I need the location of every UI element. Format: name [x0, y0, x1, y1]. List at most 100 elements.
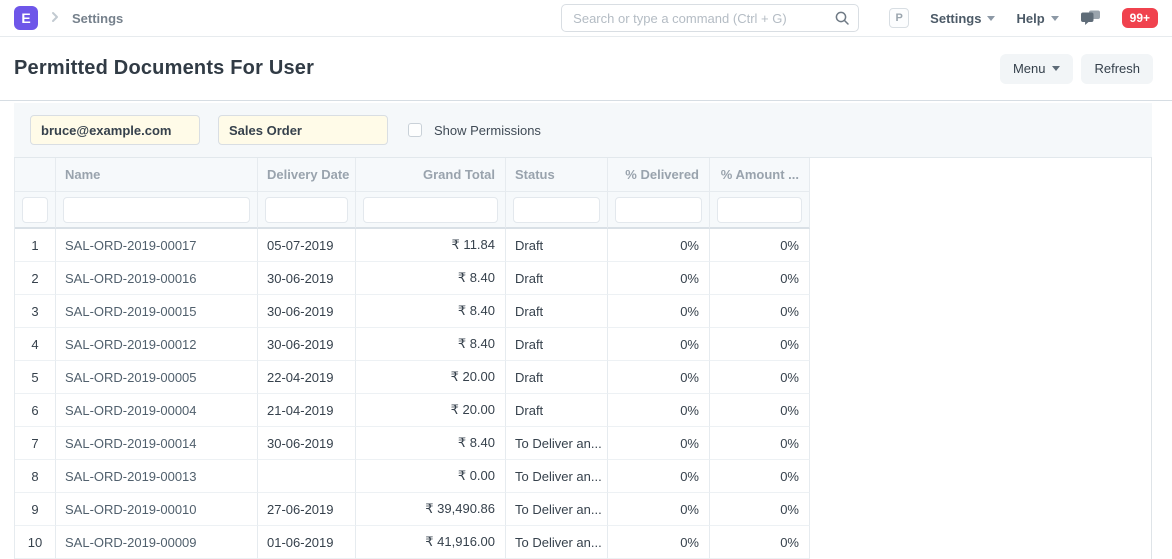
document-link[interactable]: SAL-ORD-2019-00016 — [65, 270, 197, 286]
document-link[interactable]: SAL-ORD-2019-00014 — [65, 435, 197, 451]
status-value: To Deliver an... — [515, 534, 602, 550]
nav-help-label: Help — [1016, 10, 1045, 26]
header-pct-amount[interactable]: % Amount ... — [710, 158, 810, 192]
delivery-date-cell: 01-06-2019 — [258, 526, 356, 559]
document-link[interactable]: SAL-ORD-2019-00012 — [65, 336, 197, 352]
name-cell: SAL-ORD-2019-00009 — [56, 526, 258, 559]
grand-total-cell: ₹ 39,490.86 — [356, 493, 506, 526]
delivery-date-cell: 05-07-2019 — [258, 229, 356, 262]
navbar-breadcrumbs: E Settings — [14, 6, 123, 30]
table-row: 7 SAL-ORD-2019-00014 30-06-2019 ₹ 8.40 T… — [15, 427, 811, 460]
show-permissions-label: Show Permissions — [434, 122, 541, 138]
delivery-date-cell: 21-04-2019 — [258, 394, 356, 427]
refresh-button[interactable]: Refresh — [1081, 53, 1153, 84]
document-link[interactable]: SAL-ORD-2019-00004 — [65, 402, 197, 418]
document-link[interactable]: SAL-ORD-2019-00005 — [65, 369, 197, 385]
status-cell: To Deliver an... — [506, 493, 608, 526]
delivery-date-cell: 30-06-2019 — [258, 295, 356, 328]
table-row: 6 SAL-ORD-2019-00004 21-04-2019 ₹ 20.00 … — [15, 394, 811, 427]
pct-amount-column-filter[interactable] — [717, 196, 802, 223]
chevron-down-icon — [987, 15, 996, 21]
status-value: Draft — [515, 336, 544, 352]
status-value: Draft — [515, 237, 544, 253]
page-head: Permitted Documents For User Menu Refres… — [0, 37, 1172, 101]
nav-settings-label: Settings — [930, 10, 982, 26]
document-link[interactable]: SAL-ORD-2019-00010 — [65, 501, 197, 517]
navbar-right: P Settings Help 99+ — [889, 8, 1158, 28]
document-link[interactable]: SAL-ORD-2019-00017 — [65, 237, 197, 253]
header-grand-total[interactable]: Grand Total — [356, 158, 506, 192]
name-cell: SAL-ORD-2019-00017 — [56, 229, 258, 262]
pct-delivered-cell: 0% — [608, 460, 710, 493]
grand-total-cell: ₹ 20.00 — [356, 394, 506, 427]
table-row: 4 SAL-ORD-2019-00012 30-06-2019 ₹ 8.40 D… — [15, 328, 811, 361]
page-actions: Menu Refresh — [999, 53, 1153, 84]
status-cell: To Deliver an... — [506, 460, 608, 493]
notifications-badge[interactable]: 99+ — [1121, 8, 1158, 28]
row-index-cell: 6 — [15, 394, 56, 427]
row-index-cell: 10 — [15, 526, 56, 559]
table-row: 1 SAL-ORD-2019-00017 05-07-2019 ₹ 11.84 … — [15, 229, 811, 262]
name-cell: SAL-ORD-2019-00015 — [56, 295, 258, 328]
name-cell: SAL-ORD-2019-00016 — [56, 262, 258, 295]
chat-icon[interactable] — [1080, 10, 1101, 27]
document-link[interactable]: SAL-ORD-2019-00009 — [65, 534, 197, 550]
table-body: 1 SAL-ORD-2019-00017 05-07-2019 ₹ 11.84 … — [15, 229, 811, 559]
pct-delivered-cell: 0% — [608, 361, 710, 394]
avatar[interactable]: P — [889, 8, 910, 28]
page-title: Permitted Documents For User — [14, 57, 315, 79]
menu-button[interactable]: Menu — [999, 53, 1074, 84]
pct-amount-cell: 0% — [710, 295, 810, 328]
show-permissions-checkbox[interactable] — [408, 123, 422, 137]
breadcrumb-settings[interactable]: Settings — [72, 10, 124, 26]
chevron-down-icon — [1052, 66, 1061, 71]
row-index-cell: 1 — [15, 229, 56, 262]
pct-delivered-cell: 0% — [608, 295, 710, 328]
status-value: To Deliver an... — [515, 435, 602, 451]
row-index-cell: 2 — [15, 262, 56, 295]
table-row: 9 SAL-ORD-2019-00010 27-06-2019 ₹ 39,490… — [15, 493, 811, 526]
grand-total-cell: ₹ 41,916.00 — [356, 526, 506, 559]
show-permissions-toggle[interactable]: Show Permissions — [408, 123, 541, 138]
status-cell: Draft — [506, 262, 608, 295]
pct-delivered-cell: 0% — [608, 427, 710, 460]
status-value: Draft — [515, 303, 544, 319]
nav-settings-dropdown[interactable]: Settings — [930, 10, 996, 26]
name-column-filter[interactable] — [63, 196, 250, 223]
app-logo[interactable]: E — [14, 6, 38, 30]
grand-total-cell: ₹ 20.00 — [356, 361, 506, 394]
header-status[interactable]: Status — [506, 158, 608, 192]
grand-total-cell: ₹ 8.40 — [356, 427, 506, 460]
pct-delivered-column-filter[interactable] — [615, 196, 702, 223]
serial-filter-box — [22, 196, 48, 223]
navbar: E Settings P Settings Help 99+ — [0, 0, 1172, 37]
pct-amount-cell: 0% — [710, 493, 810, 526]
search-input[interactable] — [561, 4, 860, 32]
user-filter-input[interactable] — [30, 115, 200, 145]
status-column-filter[interactable] — [513, 196, 600, 223]
table-row: 8 SAL-ORD-2019-00013 ₹ 0.00 To Deliver a… — [15, 460, 811, 493]
delivery-date-cell: 22-04-2019 — [258, 361, 356, 394]
status-cell: Draft — [506, 295, 608, 328]
grand-total-column-filter[interactable] — [363, 196, 498, 223]
header-serial-cell — [15, 158, 56, 192]
nav-help-dropdown[interactable]: Help — [1016, 10, 1059, 26]
header-pct-delivered[interactable]: % Delivered — [608, 158, 710, 192]
header-delivery-date[interactable]: Delivery Date — [258, 158, 356, 192]
status-value: Draft — [515, 402, 544, 418]
doctype-filter-input[interactable] — [218, 115, 388, 145]
report-filters: Show Permissions — [14, 103, 1152, 157]
document-link[interactable]: SAL-ORD-2019-00015 — [65, 303, 197, 319]
grand-total-cell: ₹ 8.40 — [356, 295, 506, 328]
delivery-date-column-filter[interactable] — [265, 196, 348, 223]
pct-delivered-cell: 0% — [608, 262, 710, 295]
delivery-date-cell: 30-06-2019 — [258, 427, 356, 460]
grand-total-cell: ₹ 0.00 — [356, 460, 506, 493]
grand-total-cell: ₹ 11.84 — [356, 229, 506, 262]
header-name[interactable]: Name — [56, 158, 258, 192]
chevron-right-icon — [47, 9, 63, 28]
name-cell: SAL-ORD-2019-00013 — [56, 460, 258, 493]
pct-amount-cell: 0% — [710, 526, 810, 559]
document-link[interactable]: SAL-ORD-2019-00013 — [65, 468, 197, 484]
menu-button-label: Menu — [1012, 61, 1046, 76]
